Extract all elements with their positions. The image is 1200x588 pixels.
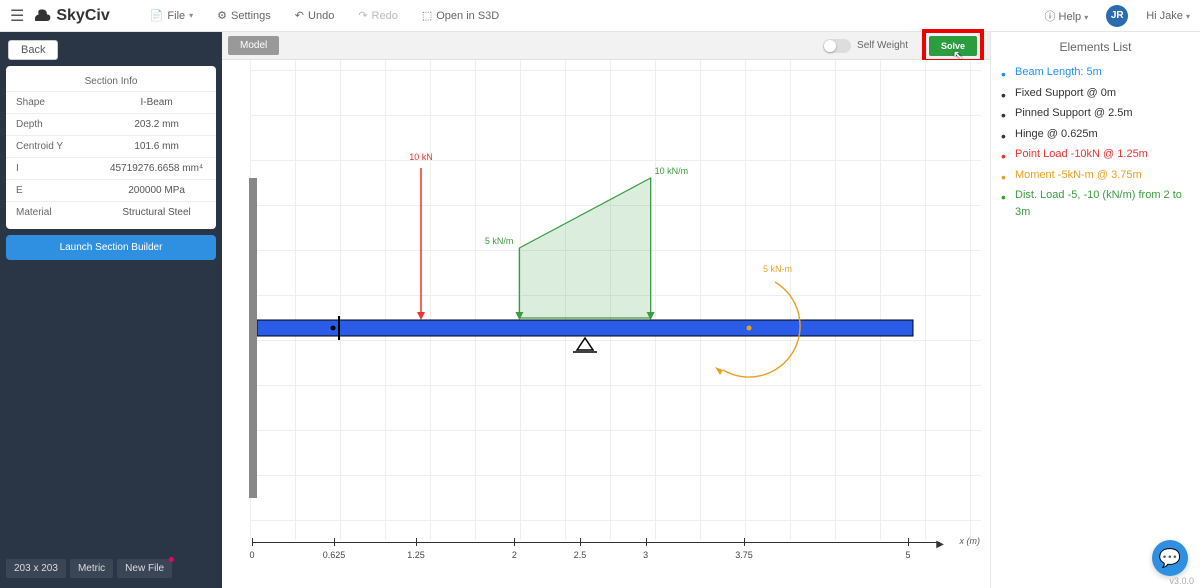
menu-help[interactable]: ⓘ Help ▾ (1044, 8, 1088, 24)
section-info-title: Section Info (6, 72, 216, 91)
section-row: Depth203.2 mm (6, 113, 216, 135)
launch-section-builder-button[interactable]: Launch Section Builder (6, 235, 216, 260)
section-row: ShapeI-Beam (6, 91, 216, 113)
section-row: Centroid Y101.6 mm (6, 135, 216, 157)
element-list-item[interactable]: Dist. Load -5, -10 (kN/m) from 2 to 3m (1001, 185, 1190, 222)
chat-icon[interactable]: 💬 (1152, 540, 1188, 576)
axis-tick-label: 3.75 (735, 550, 753, 560)
brand-text: SkyCiv (56, 7, 109, 25)
section-row: MaterialStructural Steel (6, 201, 216, 223)
svg-text:5 kN/m: 5 kN/m (485, 236, 514, 246)
solve-button[interactable]: Solve ↖ (929, 36, 977, 56)
axis-tick (646, 538, 647, 546)
menu-redo: ↷ Redo (358, 9, 398, 22)
section-row-value: 45719276.6658 mm⁴ (107, 163, 206, 174)
left-panel: Back Section Info ShapeI-BeamDepth203.2 … (0, 32, 222, 588)
section-row-label: Centroid Y (16, 141, 107, 152)
section-row-label: E (16, 185, 107, 196)
section-row-value: 203.2 mm (107, 119, 206, 130)
axis-title: x (m) (960, 536, 981, 546)
footer-tag[interactable]: 203 x 203 (6, 559, 66, 578)
axis-tick (514, 538, 515, 546)
element-list-item[interactable]: Moment -5kN-m @ 3.75m (1001, 165, 1190, 186)
axis-tick (908, 538, 909, 546)
svg-text:10 kN: 10 kN (409, 152, 433, 162)
solve-highlight: Solve ↖ (922, 29, 984, 63)
axis-tick (744, 538, 745, 546)
footer-tag[interactable]: New File (117, 559, 172, 578)
axis-tick (252, 538, 253, 546)
axis-tick-label: 2.5 (574, 550, 587, 560)
menu-open-s3d[interactable]: ⬚ Open in S3D (422, 9, 499, 22)
user-avatar[interactable]: JR (1106, 5, 1128, 27)
user-greeting[interactable]: Hi Jake ▾ (1146, 10, 1190, 22)
axis-tick-label: 0 (249, 550, 254, 560)
menu-settings[interactable]: ⚙ Settings (217, 9, 271, 22)
element-list-item[interactable]: Fixed Support @ 0m (1001, 83, 1190, 104)
svg-text:5 kN-m: 5 kN-m (763, 264, 792, 274)
section-row: I45719276.6658 mm⁴ (6, 157, 216, 179)
section-row-label: I (16, 163, 107, 174)
section-row-value: Structural Steel (107, 207, 206, 218)
axis-tick-label: 2 (512, 550, 517, 560)
canvas-area: Model Self Weight Solve ↖ 10 kN5 kN/m10 … (222, 32, 990, 588)
element-list-item[interactable]: Pinned Support @ 2.5m (1001, 103, 1190, 124)
svg-text:10 kN/m: 10 kN/m (655, 166, 689, 176)
section-row: E200000 MPa (6, 179, 216, 201)
menu-file[interactable]: 📄 File ▾ (150, 9, 193, 22)
elements-title: Elements List (1001, 40, 1190, 54)
section-row-label: Material (16, 207, 107, 218)
axis-tick-label: 1.25 (407, 550, 425, 560)
elements-panel: Elements List Beam Length: 5mFixed Suppo… (990, 32, 1200, 588)
axis-arrow-icon: ▶ (936, 539, 944, 550)
element-list-item[interactable]: Hinge @ 0.625m (1001, 124, 1190, 145)
hamburger-icon[interactable]: ☰ (10, 6, 24, 26)
back-button[interactable]: Back (8, 40, 58, 60)
brand-logo: SkyCiv (32, 6, 109, 26)
axis-tick-label: 5 (905, 550, 910, 560)
element-list-item[interactable]: Point Load -10kN @ 1.25m (1001, 144, 1190, 165)
axis-tick (580, 538, 581, 546)
element-list-item[interactable]: Beam Length: 5m (1001, 62, 1190, 83)
axis-line (252, 542, 940, 543)
self-weight-toggle[interactable] (823, 39, 851, 53)
beam-diagram: 10 kN 5 kN/m 10 kN/m 5 kN-m (222, 60, 990, 588)
menu-undo[interactable]: ↶ Undo (295, 9, 335, 22)
version-label: v3.0.0 (1169, 576, 1194, 586)
section-row-value: I-Beam (107, 97, 206, 108)
footer-tag[interactable]: Metric (70, 559, 113, 578)
self-weight-label: Self Weight (857, 40, 908, 51)
section-row-label: Depth (16, 119, 107, 130)
section-info-card: Section Info ShapeI-BeamDepth203.2 mmCen… (6, 66, 216, 229)
section-row-value: 101.6 mm (107, 141, 206, 152)
model-tab[interactable]: Model (228, 36, 279, 55)
axis-tick (416, 538, 417, 546)
section-row-value: 200000 MPa (107, 185, 206, 196)
axis-tick-label: 0.625 (323, 550, 346, 560)
section-row-label: Shape (16, 97, 107, 108)
axis-tick-label: 3 (643, 550, 648, 560)
axis-tick (334, 538, 335, 546)
